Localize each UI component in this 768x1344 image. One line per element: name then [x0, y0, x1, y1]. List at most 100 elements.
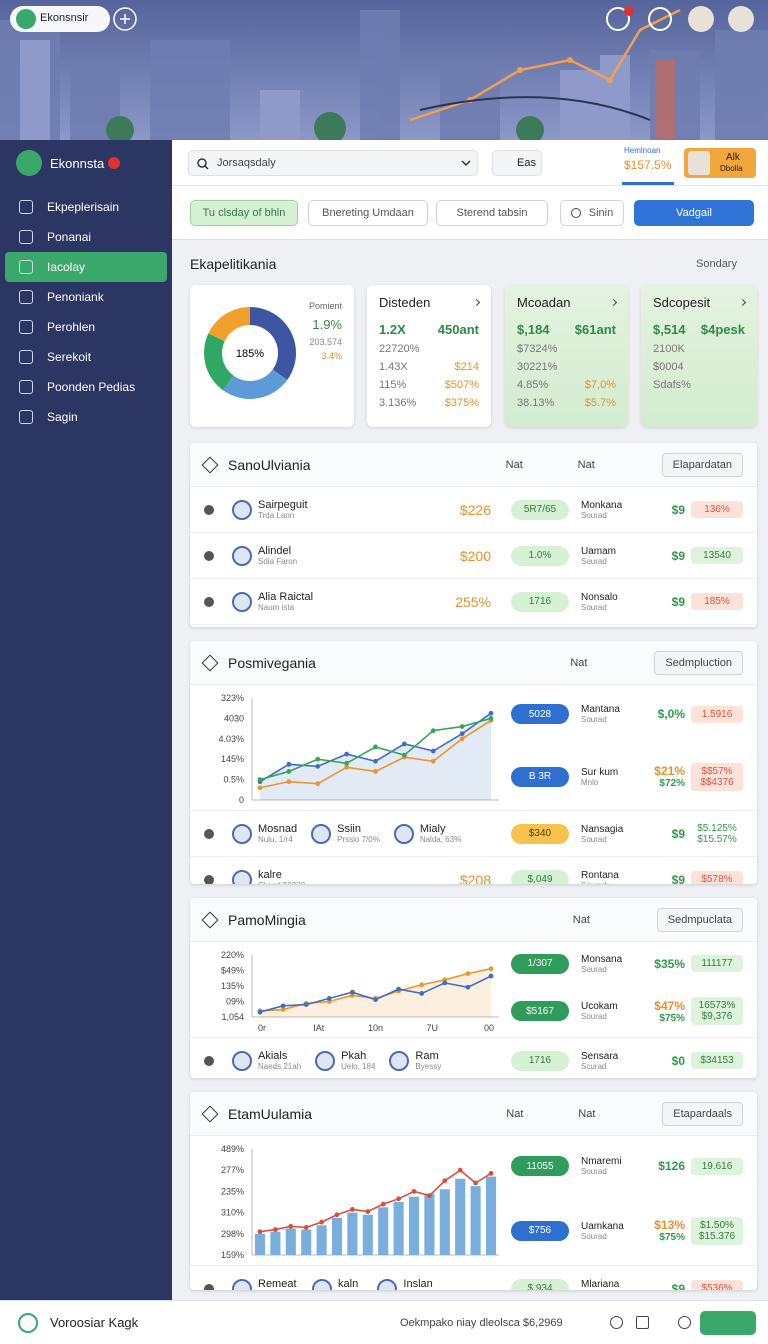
- tag: 16573% $9,376: [691, 997, 743, 1026]
- nav-item[interactable]: Sagin: [5, 402, 167, 432]
- point: [280, 1002, 286, 1008]
- right-cell: $,049 RontanaScurady $9 $578%: [511, 869, 743, 884]
- y-label: 310%: [221, 1207, 244, 1217]
- filter-button[interactable]: Sterend tabsin: [436, 200, 548, 226]
- nav-item[interactable]: Iacolay: [5, 252, 167, 282]
- row-item: Pkah Uelo, 184: [315, 1050, 375, 1071]
- tag-text: 19.616: [701, 1160, 733, 1172]
- user-card[interactable]: Alk Dbolla: [684, 148, 756, 178]
- value-text: $21%: [654, 764, 685, 779]
- point: [315, 780, 321, 786]
- right-cell: 5028 Mantana Sourad $,0% 1.5916: [511, 704, 743, 725]
- card-text: $7324%: [517, 343, 558, 355]
- filter-button[interactable]: Bnereting Umdaan: [308, 200, 428, 226]
- value-text: $9: [671, 826, 685, 841]
- item-icon: [232, 1050, 252, 1071]
- panel: EtamUulamia Nat Nat Etapardaals 489% 277% 235%…: [190, 1092, 757, 1290]
- value-text: $47%: [654, 998, 685, 1013]
- point: [319, 1219, 324, 1225]
- footer-icon[interactable]: [610, 1316, 623, 1329]
- lock-icon: [204, 1283, 214, 1290]
- bar: [378, 1206, 389, 1255]
- value: $,0%: [645, 707, 685, 721]
- lock-icon: [204, 874, 214, 884]
- value-text: $75%: [659, 1012, 685, 1024]
- pill: 5028: [511, 704, 569, 725]
- y-label: 235%: [221, 1186, 244, 1196]
- card-row: $,514 $4pesk: [653, 322, 745, 337]
- name: Ucokam: [581, 1001, 618, 1013]
- value-text: $35%: [654, 956, 685, 971]
- nav-item[interactable]: Ekpeplerisain: [5, 192, 167, 222]
- tag-text: $1.50%: [700, 1219, 734, 1231]
- search[interactable]: Jorsaqsdaly: [188, 150, 478, 176]
- small-button[interactable]: Eas: [492, 150, 542, 176]
- card-row: $0004: [653, 361, 745, 373]
- star: [201, 911, 219, 928]
- card-row: 38.13% $5.7%: [517, 397, 616, 409]
- footer-right: Oekmpako niay dleolsca $6,2969: [400, 1317, 563, 1329]
- point: [380, 1201, 386, 1207]
- footer-button[interactable]: [700, 1311, 756, 1335]
- nav-item[interactable]: Ponanai: [5, 222, 167, 252]
- card-text: 450ant: [437, 322, 479, 337]
- column-header: Nat: [505, 458, 523, 471]
- value-text: $126: [658, 1159, 685, 1174]
- value: $21% $72%: [645, 764, 685, 789]
- item-name: Sairpeguit: [258, 499, 308, 511]
- filter-button[interactable]: Sinin: [560, 200, 624, 226]
- filter-button[interactable]: Tu clsday of bhln: [190, 200, 298, 226]
- nav-item[interactable]: Poonden Pedias: [5, 372, 167, 402]
- stat-card: Mcoadan $,184 $61ant $7324% 30221% 4.85% $7,0%…: [505, 285, 628, 427]
- panel-button[interactable]: Elapardatan: [661, 452, 743, 477]
- nav-item[interactable]: Perohlen: [5, 312, 167, 342]
- chevron: [738, 298, 747, 307]
- item-text: Alia Raictal Naum ista: [258, 591, 313, 612]
- name-block: Mantana Sourad: [581, 704, 645, 724]
- card-row: $,184 $61ant: [517, 322, 616, 337]
- pill: $340: [511, 823, 569, 844]
- row-item: Ram Byessy: [389, 1050, 441, 1071]
- stat-card: Sdcopesit $,514 $4pesk 2100K $0004 Sdafs%: [641, 285, 757, 427]
- panel-button[interactable]: Sedmpluction: [654, 650, 743, 675]
- column-header: Nat: [572, 913, 590, 926]
- item-icon: [312, 1278, 333, 1290]
- tag: 1.5916: [691, 705, 743, 723]
- item-sub: Nalda, 63%: [419, 835, 462, 844]
- footer-icon[interactable]: [636, 1316, 649, 1329]
- y-label: 220%: [221, 950, 244, 960]
- panel-button[interactable]: Sedmpuclata: [656, 907, 743, 932]
- point: [430, 748, 436, 753]
- value: $13% $75%: [645, 1218, 685, 1243]
- item-text: InslanSypaniy: [403, 1278, 432, 1290]
- amount: $208: [459, 871, 491, 885]
- name-block: Uamkana Sourad: [581, 1221, 645, 1241]
- x-label: 7U: [426, 1023, 438, 1033]
- card-row: 22720%: [379, 343, 479, 355]
- point: [303, 1001, 309, 1007]
- sub: Scurad: [581, 1061, 607, 1071]
- value: $9: [645, 1282, 685, 1291]
- nav-item[interactable]: Penoniank: [5, 282, 167, 312]
- sub: Sourad: [581, 834, 607, 844]
- tag-text: $5.125%: [697, 822, 737, 834]
- avatar: [688, 151, 710, 175]
- item-sub: Prsslo 7/0%: [337, 835, 380, 844]
- point: [350, 989, 355, 995]
- item-text: kalreSkeod $0330: [258, 869, 305, 884]
- action-button[interactable]: Vadgail: [634, 200, 754, 226]
- column-header: Nat: [506, 1107, 524, 1120]
- panel-button[interactable]: Etapardaals: [662, 1101, 743, 1126]
- nav-icon: [19, 260, 33, 274]
- donut: 185%: [204, 307, 296, 399]
- nav-item[interactable]: Serekoit: [5, 342, 167, 372]
- tag: $536%: [691, 1280, 743, 1290]
- item-text: Ram Byessy: [415, 1050, 441, 1071]
- donut-label: Pomient: [308, 301, 342, 311]
- x-label: IAt: [313, 1023, 325, 1033]
- nav-icon: [19, 230, 33, 244]
- nav-icon: [19, 380, 33, 394]
- item-icon: [232, 545, 252, 566]
- footer-icon[interactable]: [678, 1316, 691, 1329]
- x-label: 00: [484, 1023, 494, 1033]
